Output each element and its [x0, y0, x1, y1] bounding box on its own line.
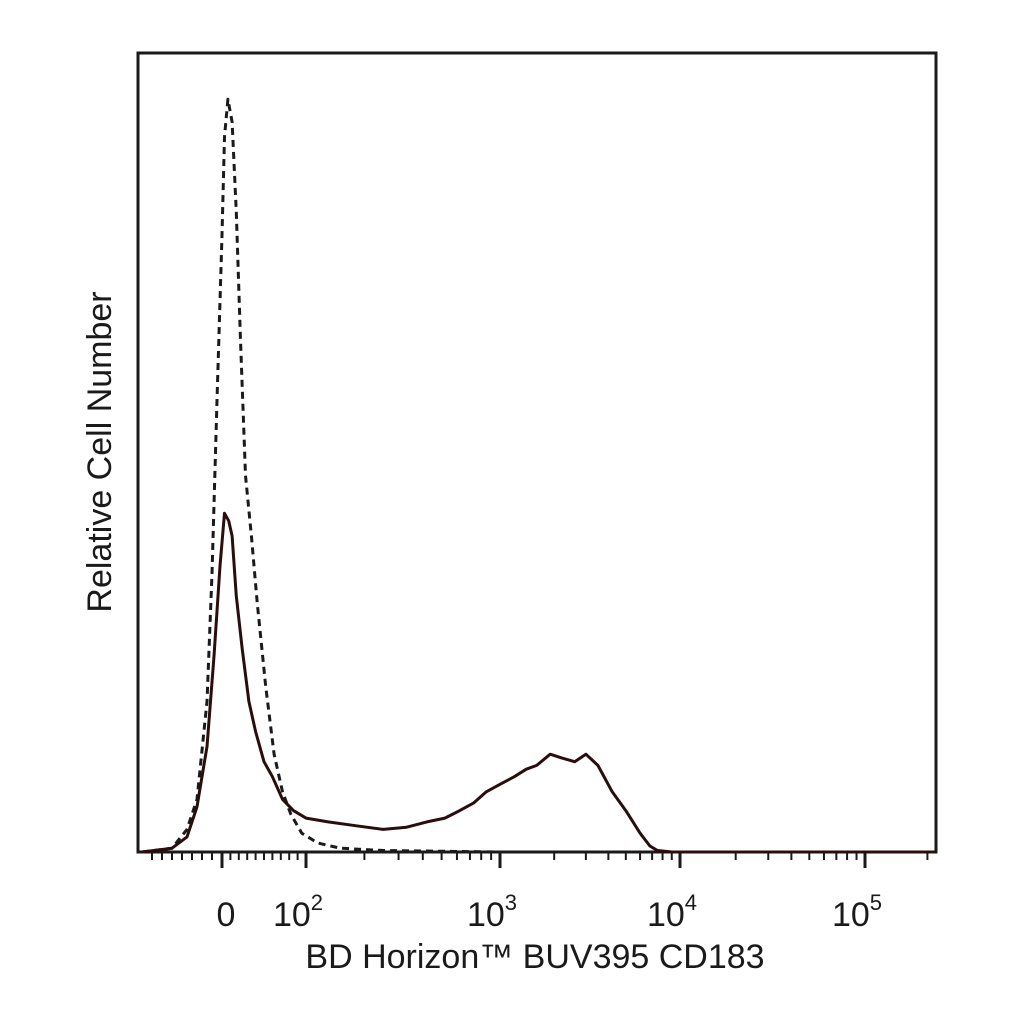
x-tick-label: 105 [832, 890, 882, 934]
series-layer [141, 97, 936, 854]
series-line-solid [141, 511, 936, 854]
x-axis-tick-labels: 0 102 103 104 105 [217, 890, 883, 934]
plot-frame [136, 51, 938, 854]
x-tick-label: 103 [467, 890, 517, 934]
x-tick-label: 0 [217, 896, 236, 934]
x-axis-title: BD Horizon™ BUV395 CD183 [305, 938, 764, 976]
series-line-dashed [141, 97, 936, 854]
x-tick-label: 102 [273, 890, 323, 934]
x-axis-minor-ticks [151, 852, 929, 860]
x-axis-major-ticks [220, 852, 867, 868]
y-axis-title: Relative Cell Number [81, 291, 119, 612]
x-tick-label: 104 [647, 890, 697, 934]
